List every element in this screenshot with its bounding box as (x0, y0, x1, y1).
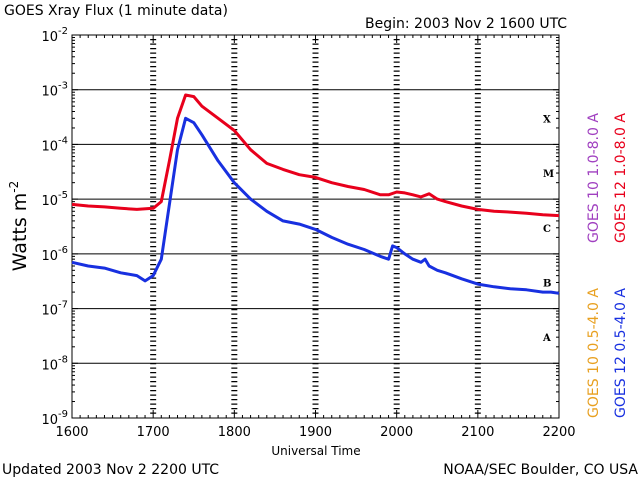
y-tick-label: 10-5 (41, 190, 68, 209)
y-tick-base: 10 (41, 249, 58, 264)
y-tick-label: 10-2 (41, 26, 68, 45)
legend-entry: GOES 12 0.5-4.0 A (613, 288, 629, 418)
y-tick-exponent: -8 (58, 354, 68, 365)
x-tick-label: 2100 (461, 425, 494, 440)
y-tick-base: 10 (41, 413, 58, 428)
begin-time: Begin: 2003 Nov 2 1600 UTC (365, 16, 567, 32)
x-tick-label: 1900 (299, 425, 332, 440)
y-tick-exponent: -5 (58, 190, 68, 201)
flare-class-labels: X M C B A (542, 114, 554, 344)
x-tick-label: 2000 (380, 425, 413, 440)
flare-class-A: A (542, 333, 551, 344)
y-tick-exponent: -4 (58, 135, 68, 146)
y-tick-exponent: -9 (58, 409, 68, 420)
y-axis-label: Watts m-2 (7, 181, 31, 272)
y-tick-label: 10-6 (41, 245, 68, 264)
legend: GOES 10 1.0-8.0 A GOES 12 1.0-8.0 A GOES 1… (586, 113, 629, 418)
series-lines (71, 93, 560, 295)
plot-frame (71, 34, 560, 419)
x-axis: 1600 1700 1800 1900 2000 2100 2200 (55, 35, 576, 440)
x-tick-label: 2200 (542, 425, 575, 440)
y-tick-label: 10-7 (41, 300, 68, 319)
x-tick-label: 1700 (137, 425, 170, 440)
flare-class-M: M (543, 169, 554, 180)
y-tick-label: 10-9 (41, 409, 68, 428)
flare-class-B: B (543, 278, 551, 289)
legend-entry: GOES 10 0.5-4.0 A (586, 288, 602, 418)
y-tick-exponent: -7 (58, 300, 68, 311)
x-axis-label: Universal Time (271, 444, 360, 458)
series-line-goes-12-1-0-8-0-a (71, 93, 560, 218)
y-tick-base: 10 (41, 304, 58, 319)
y-axis-label-text: Watts m (9, 193, 31, 272)
flare-class-C: C (543, 224, 551, 235)
legend-entry: GOES 12 1.0-8.0 A (613, 113, 629, 243)
y-tick-base: 10 (41, 139, 58, 154)
y-tick-label: 10-3 (41, 81, 68, 100)
y-tick-label: 10-4 (41, 135, 68, 154)
chart-title: GOES Xray Flux (1 minute data) (4, 3, 228, 19)
y-tick-exponent: -6 (58, 245, 68, 256)
updated-timestamp: Updated 2003 Nov 2 2200 UTC (2, 462, 219, 478)
grid (72, 34, 559, 419)
series-line-goes-12-0-5-4-0-a (71, 116, 560, 295)
y-tick-exponent: -2 (58, 26, 68, 37)
y-axis-label-exponent: -2 (7, 181, 21, 193)
flare-class-X: X (543, 114, 551, 125)
legend-entry: GOES 10 1.0-8.0 A (586, 113, 602, 243)
y-axis: 10-910-810-710-610-510-410-310-2 (41, 26, 559, 428)
y-tick-exponent: -3 (58, 81, 68, 92)
y-tick-base: 10 (41, 194, 58, 209)
y-tick-base: 10 (41, 358, 58, 373)
x-tick-label: 1600 (55, 425, 88, 440)
x-tick-label: 1800 (218, 425, 251, 440)
y-tick-label: 10-8 (41, 354, 68, 373)
y-tick-base: 10 (41, 30, 58, 45)
credit-text: NOAA/SEC Boulder, CO USA (443, 462, 638, 478)
y-tick-base: 10 (41, 85, 58, 100)
